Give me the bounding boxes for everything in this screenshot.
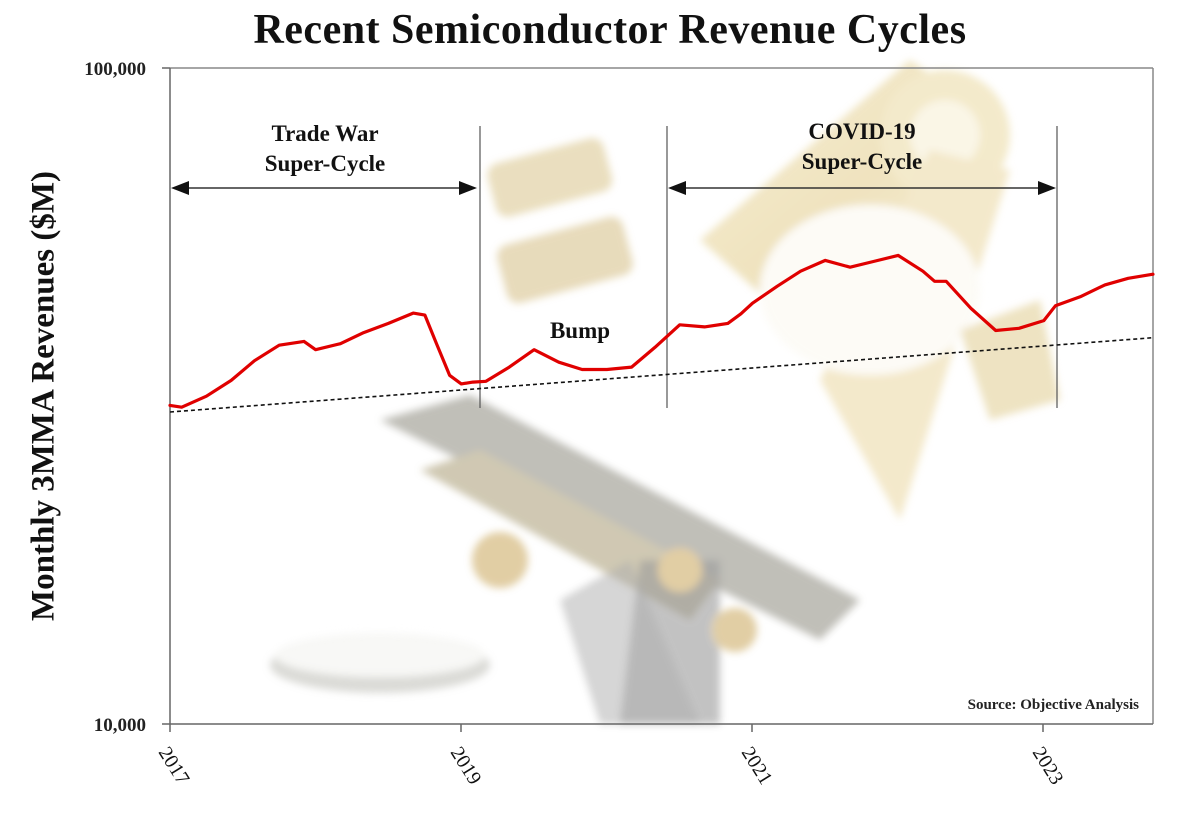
annotation-trade-war-line2: Super-Cycle [265, 151, 386, 176]
trade-war-span-arrow [171, 181, 477, 195]
annotation-bump: Bump [550, 318, 610, 343]
cycle-markers [479, 126, 1058, 408]
covid-span-arrow [668, 181, 1056, 195]
annotation-covid-line1: COVID-19 [808, 119, 915, 144]
x-tick-2021: 2021 [737, 743, 777, 789]
y-tick-10000: 10,000 [94, 715, 146, 736]
chart-title: Recent Semiconductor Revenue Cycles [253, 7, 967, 53]
x-tick-2023: 2023 [1028, 743, 1068, 789]
revenue-line [168, 253, 1155, 409]
x-tick-2017: 2017 [154, 743, 194, 789]
source-note: Source: Objective Analysis [968, 697, 1140, 713]
annotation-trade-war-line1: Trade War [271, 121, 378, 146]
x-tick-2019: 2019 [446, 743, 486, 789]
axes [162, 67, 1154, 732]
trend-line [169, 336, 1154, 413]
y-tick-100000: 100,000 [84, 59, 146, 80]
annotation-covid-line2: Super-Cycle [802, 149, 923, 174]
microscope-background-image [270, 60, 1060, 724]
